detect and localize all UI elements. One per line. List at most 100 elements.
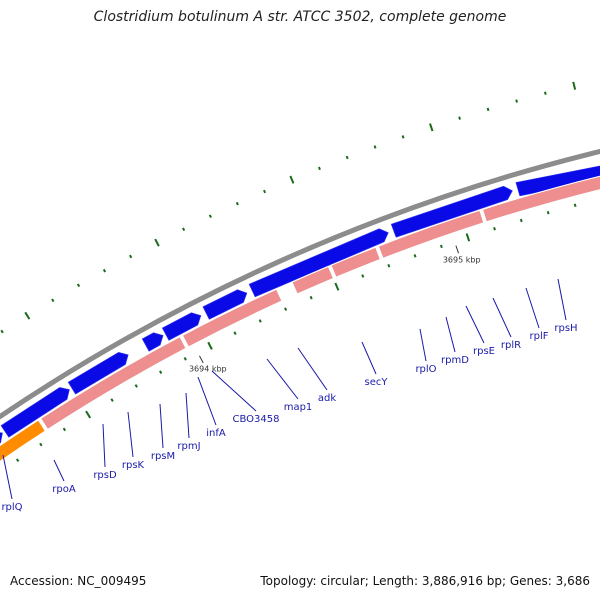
scale-tick-3694 xyxy=(199,355,204,364)
outer-tick xyxy=(345,155,349,160)
scale-label-3695: 3695 kbp xyxy=(443,256,481,265)
gene-leader-line xyxy=(445,316,456,353)
inner-tick xyxy=(183,357,187,361)
inner-tick xyxy=(15,458,20,462)
forward-gene-arrow-3 xyxy=(0,387,70,438)
inner-tick xyxy=(39,442,43,447)
backbone-ring xyxy=(0,148,600,420)
outer-tick xyxy=(263,189,267,194)
inner-tick xyxy=(413,254,417,258)
forward-gene-arrow-8 xyxy=(248,228,389,298)
gene-label-CBO3458: CBO3458 xyxy=(233,414,280,425)
outer-tick xyxy=(76,283,81,288)
inner-tick xyxy=(361,274,365,278)
outer-tick xyxy=(208,214,212,219)
outer-tick xyxy=(154,238,160,247)
forward-gene-arrow-6 xyxy=(161,312,202,341)
inner-tick xyxy=(110,398,114,402)
reverse-gene-block-3 xyxy=(39,336,187,431)
inner-tick xyxy=(207,341,213,350)
gene-label-infA: infA xyxy=(206,428,226,439)
gene-leader-line xyxy=(419,328,427,362)
forward-gene-arrow-4 xyxy=(67,351,129,395)
inner-tick xyxy=(134,384,138,388)
outer-tick xyxy=(486,107,490,112)
inner-tick xyxy=(62,427,67,432)
inner-tick xyxy=(439,244,443,249)
gene-leader-line xyxy=(185,392,190,439)
gene-leader-line xyxy=(492,297,512,338)
gene-label-map1: map1 xyxy=(284,402,313,413)
reverse-gene-block-5 xyxy=(291,265,335,295)
gene-leader-line xyxy=(127,411,134,458)
gene-label-rpsH: rpsH xyxy=(554,323,577,334)
gene-label-rpsK: rpsK xyxy=(122,460,145,471)
outer-tick xyxy=(129,254,133,259)
gene-leader-line xyxy=(297,347,328,391)
gene-label-rpsM: rpsM xyxy=(151,451,175,462)
reverse-gene-block-4 xyxy=(181,288,283,348)
inner-tick xyxy=(159,370,163,374)
inner-tick xyxy=(493,227,496,231)
scale-label-3694: 3694 kbp xyxy=(189,365,227,374)
gene-leader-line xyxy=(525,287,540,329)
gene-leader-line xyxy=(2,454,13,500)
reverse-gene-block-8 xyxy=(481,175,600,223)
outer-tick xyxy=(102,268,107,273)
gene-label-rplR: rplR xyxy=(501,340,521,351)
map-title: Clostridium botulinum A str. ATCC 3502, … xyxy=(93,9,507,25)
gene-leader-line xyxy=(53,459,65,482)
inner-tick xyxy=(465,233,471,242)
outer-tick xyxy=(289,175,295,184)
forward-gene-arrow-2 xyxy=(0,432,3,444)
gene-leader-line xyxy=(266,358,299,400)
forward-gene-arrow-9 xyxy=(390,185,513,238)
reverse-strand-genes xyxy=(0,175,600,463)
outer-tick xyxy=(515,99,519,103)
gene-label-rpmD: rpmD xyxy=(441,355,469,366)
gene-label-rplF: rplF xyxy=(530,331,549,342)
inner-tick xyxy=(258,319,262,323)
forward-gene-arrow-5 xyxy=(141,332,164,352)
outer-tick xyxy=(572,81,577,90)
gene-leader-line xyxy=(361,341,377,375)
forward-gene-arrow-10 xyxy=(515,165,600,197)
scale-tick-3695 xyxy=(455,245,459,254)
gene-leader-line xyxy=(211,370,257,412)
outer-tick xyxy=(24,311,31,320)
gene-label-rplQ: rplQ xyxy=(1,502,22,513)
outer-tick xyxy=(544,91,547,95)
inner-tick xyxy=(284,307,288,311)
inner-tick xyxy=(573,203,577,207)
gene-label-rpsE: rpsE xyxy=(473,346,495,357)
gene-leader-line xyxy=(159,403,164,449)
gene-leader-line xyxy=(197,376,217,426)
gene-label-rpsD: rpsD xyxy=(93,470,117,481)
gene-leader-line xyxy=(102,423,106,468)
outer-tick xyxy=(51,298,55,303)
gene-label-rpoA: rpoA xyxy=(52,484,76,495)
outer-tick xyxy=(235,201,239,206)
outer-tick xyxy=(0,329,4,334)
gene-label-secY: secY xyxy=(365,377,389,388)
outer-tick xyxy=(429,123,434,132)
reverse-gene-block-2 xyxy=(0,419,47,463)
outer-tick xyxy=(458,116,461,120)
outer-tick xyxy=(182,227,186,232)
outer-tick xyxy=(317,166,321,171)
genome-summary-text: Topology: circular; Length: 3,886,916 bp… xyxy=(260,574,590,588)
accession-text: Accession: NC_009495 xyxy=(10,574,147,588)
gene-leader-line xyxy=(465,305,485,344)
outer-tick-ring xyxy=(0,81,577,334)
inner-tick xyxy=(334,282,340,291)
inner-tick xyxy=(387,263,391,268)
gene-leader-line xyxy=(557,278,567,321)
inner-tick xyxy=(85,410,92,419)
gene-label-rplO: rplO xyxy=(415,364,436,375)
inner-tick-ring xyxy=(15,203,577,462)
gene-label-adk: adk xyxy=(318,393,336,404)
outer-tick xyxy=(373,145,377,149)
